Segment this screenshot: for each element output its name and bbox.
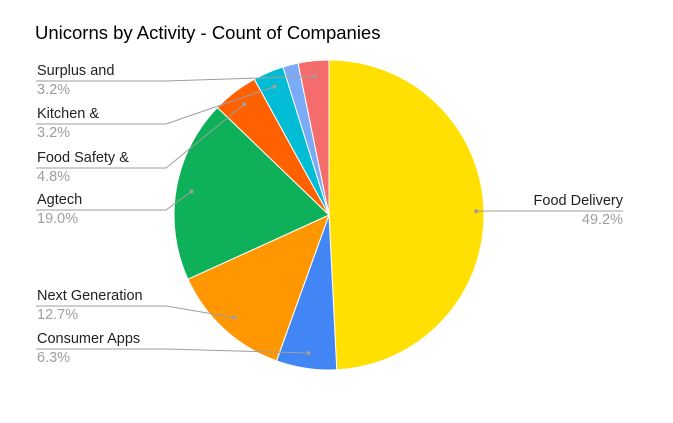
slice-label-next-generation: Next Generation [37,288,143,304]
slice-label-surplus-and: Surplus and [37,63,114,79]
pie-slice-surplus-and [297,59,330,216]
pie-slice-agtech [173,106,330,280]
slice-percent-consumer-apps: 6.3% [37,350,70,366]
slice-percent-food-safety: 4.8% [37,169,70,185]
leader-line-kitchen [36,86,275,125]
pie-slice-next-generation [187,214,330,362]
leader-dot-food-delivery [474,209,479,214]
leader-dot-food-safety [242,102,247,107]
leader-dot-surplus-and [312,74,317,79]
slice-percent-next-generation: 12.7% [37,307,78,323]
slice-label-agtech: Agtech [37,192,82,208]
slice-label-food-delivery: Food Delivery [534,193,624,209]
leader-dot-consumer-apps [306,350,311,355]
leader-dot-next-generation [232,315,237,320]
slice-percent-agtech: 19.0% [37,211,78,227]
pie-slice-food-delivery [328,59,485,371]
slice-percent-food-delivery: 49.2% [582,212,623,228]
leader-line-food-safety [36,103,245,169]
slice-label-consumer-apps: Consumer Apps [37,331,140,347]
leader-line-agtech [36,191,192,211]
leader-line-next-generation [36,305,235,319]
slice-percent-kitchen: 3.2% [37,125,70,141]
slice-percent-surplus-and: 3.2% [37,82,70,98]
chart-title: Unicorns by Activity - Count of Companie… [35,22,381,43]
slice-label-kitchen: Kitchen & [37,106,99,122]
slice-label-food-safety: Food Safety & [37,150,129,166]
leader-line-consumer-apps [36,348,309,354]
leader-dot-agtech [189,189,194,194]
leader-dot-kitchen [272,84,277,89]
leader-line-surplus-and [36,75,316,82]
